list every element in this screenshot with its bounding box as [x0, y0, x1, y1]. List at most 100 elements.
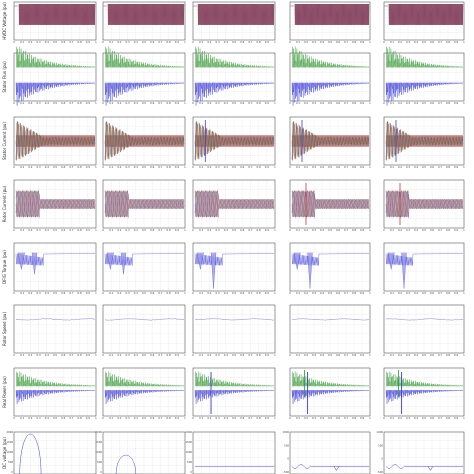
panel-r3-c2: 0 0.1 0.2 0.3 0.4 0.5 0.6 0.7 0.8 0.9 1	[102, 116, 186, 169]
xtick-label: 1	[95, 40, 97, 44]
xtick-label: 0.9	[360, 101, 364, 105]
xtick-label: 0.7	[438, 40, 442, 44]
xtick-label: 0	[192, 228, 194, 232]
xtick-label: 0	[192, 353, 194, 357]
trace-band	[292, 135, 369, 147]
trace-torque-dip-early	[196, 252, 204, 270]
trace-rotor-3	[385, 191, 464, 218]
trace-torque	[104, 253, 185, 266]
xtick-label: 0.6	[336, 291, 340, 295]
trace-rotor-2	[385, 190, 464, 218]
xtick-label: 1	[463, 416, 465, 420]
xtick-label: 1	[369, 291, 371, 295]
ytick-label: 2000	[185, 430, 192, 434]
panel-r8-c4: 00.10.20.30.40.50.60.70.80.9110005000-50…	[282, 430, 371, 474]
xtick-label: 0.4	[45, 416, 49, 420]
xtick-label: 0.8	[167, 291, 171, 295]
trace-rotor-5	[385, 190, 464, 218]
xtick-label: 0.7	[438, 101, 442, 105]
xtick-label: 1	[274, 353, 276, 357]
xtick-label: 0.2	[304, 40, 308, 44]
xtick-label: 0	[13, 101, 15, 105]
trace-torque-dip	[31, 252, 38, 275]
trace-rotor-2	[15, 190, 96, 218]
xtick-label: 0.8	[78, 291, 82, 295]
xtick-label: 0.9	[175, 40, 179, 44]
xtick-label: 0.9	[454, 353, 458, 357]
xtick-label: 0.1	[390, 291, 394, 295]
xtick-label: 0.7	[248, 228, 252, 232]
ytick-label: 2000	[6, 430, 13, 434]
xtick-label: 0.3	[37, 291, 41, 295]
xtick-label: 0.4	[320, 165, 324, 169]
xtick-label: 0.1	[390, 40, 394, 44]
xtick-label: 0.9	[86, 353, 90, 357]
trace-phase-3	[385, 121, 464, 160]
xtick-label: 0.6	[430, 291, 434, 295]
xtick-label: 0.9	[454, 101, 458, 105]
xtick-label: 1	[369, 416, 371, 420]
xtick-label: 0.4	[224, 40, 228, 44]
trace-rotor-1	[194, 190, 275, 218]
xtick-label: 1	[463, 165, 465, 169]
panel-r2-c1: 0 0.1 0.2 0.3 0.4 0.5 0.6 0.7 0.8 0.9 1	[13, 46, 97, 106]
panel-r3-c4: 0 0.1 0.2 0.3 0.4 0.5 0.6 0.7 0.8 0.9 1	[289, 116, 371, 169]
xtick-label: 0.3	[126, 165, 130, 169]
panel-r7-c3: 0 0.1 0.2 0.3 0.4 0.5 0.6 0.7 0.8 0.9 1	[192, 367, 276, 420]
xtick-label: 1	[274, 291, 276, 295]
xtick-label: 0.5	[328, 228, 332, 232]
xtick-label: 0.1	[390, 165, 394, 169]
xtick-label: 0.3	[312, 416, 316, 420]
xtick-label: 0.3	[37, 40, 41, 44]
xtick-label: 0.8	[167, 228, 171, 232]
xtick-label: 0.9	[86, 165, 90, 169]
trace-rotor-3	[15, 191, 96, 218]
xtick-label: 0.2	[207, 353, 211, 357]
trace-rotor-1	[291, 190, 370, 218]
xtick-label: 0.4	[224, 291, 228, 295]
xtick-label: 0.5	[53, 291, 57, 295]
xtick-label: 0.5	[232, 228, 236, 232]
xtick-label: 0.7	[248, 40, 252, 44]
xtick-label: 0.6	[150, 353, 154, 357]
ytick-label: 500	[8, 460, 13, 464]
xtick-label: 0	[289, 40, 291, 44]
xtick-label: 0.4	[414, 40, 418, 44]
xtick-label: 0.5	[142, 291, 146, 295]
xtick-label: 0.9	[454, 416, 458, 420]
xtick-label: 0.2	[28, 101, 32, 105]
xtick-label: 0.1	[199, 165, 203, 169]
xtick-label: 0.4	[224, 353, 228, 357]
trace-rotor-5	[194, 190, 275, 218]
ytick-label: 0	[11, 470, 13, 474]
xtick-label: 0	[102, 165, 104, 169]
xtick-label: 0.8	[446, 353, 450, 357]
xtick-label: 1	[184, 165, 186, 169]
xtick-label: 1	[274, 101, 276, 105]
xtick-label: 0.1	[296, 353, 300, 357]
xtick-label: 0.4	[45, 165, 49, 169]
xtick-label: 0.7	[248, 416, 252, 420]
xtick-label: 1	[184, 228, 186, 232]
xtick-label: 0	[289, 101, 291, 105]
trace-phase-4	[15, 122, 96, 160]
xtick-label: 0.3	[126, 101, 130, 105]
trace-phase-3	[15, 121, 96, 160]
trace-speed	[291, 318, 369, 321]
xtick-label: 0.2	[28, 228, 32, 232]
xtick-label: 0.5	[142, 101, 146, 105]
xtick-label: 0.8	[257, 353, 261, 357]
xtick-label: 1	[369, 353, 371, 357]
xtick-label: 0.5	[328, 40, 332, 44]
xtick-label: 0.1	[109, 40, 113, 44]
trace-phase-4	[104, 122, 185, 160]
xtick-label: 0.9	[360, 353, 364, 357]
xtick-label: 0.9	[265, 291, 269, 295]
panel-r7-c1: 0 0.1 0.2 0.3 0.4 0.5 0.6 0.7 0.8 0.9 1	[13, 367, 97, 420]
xtick-label: 0.9	[175, 228, 179, 232]
xtick-label: 0.8	[167, 353, 171, 357]
xtick-label: 1	[95, 228, 97, 232]
xtick-label: 1	[184, 416, 186, 420]
trace-dc-dip	[427, 466, 434, 471]
